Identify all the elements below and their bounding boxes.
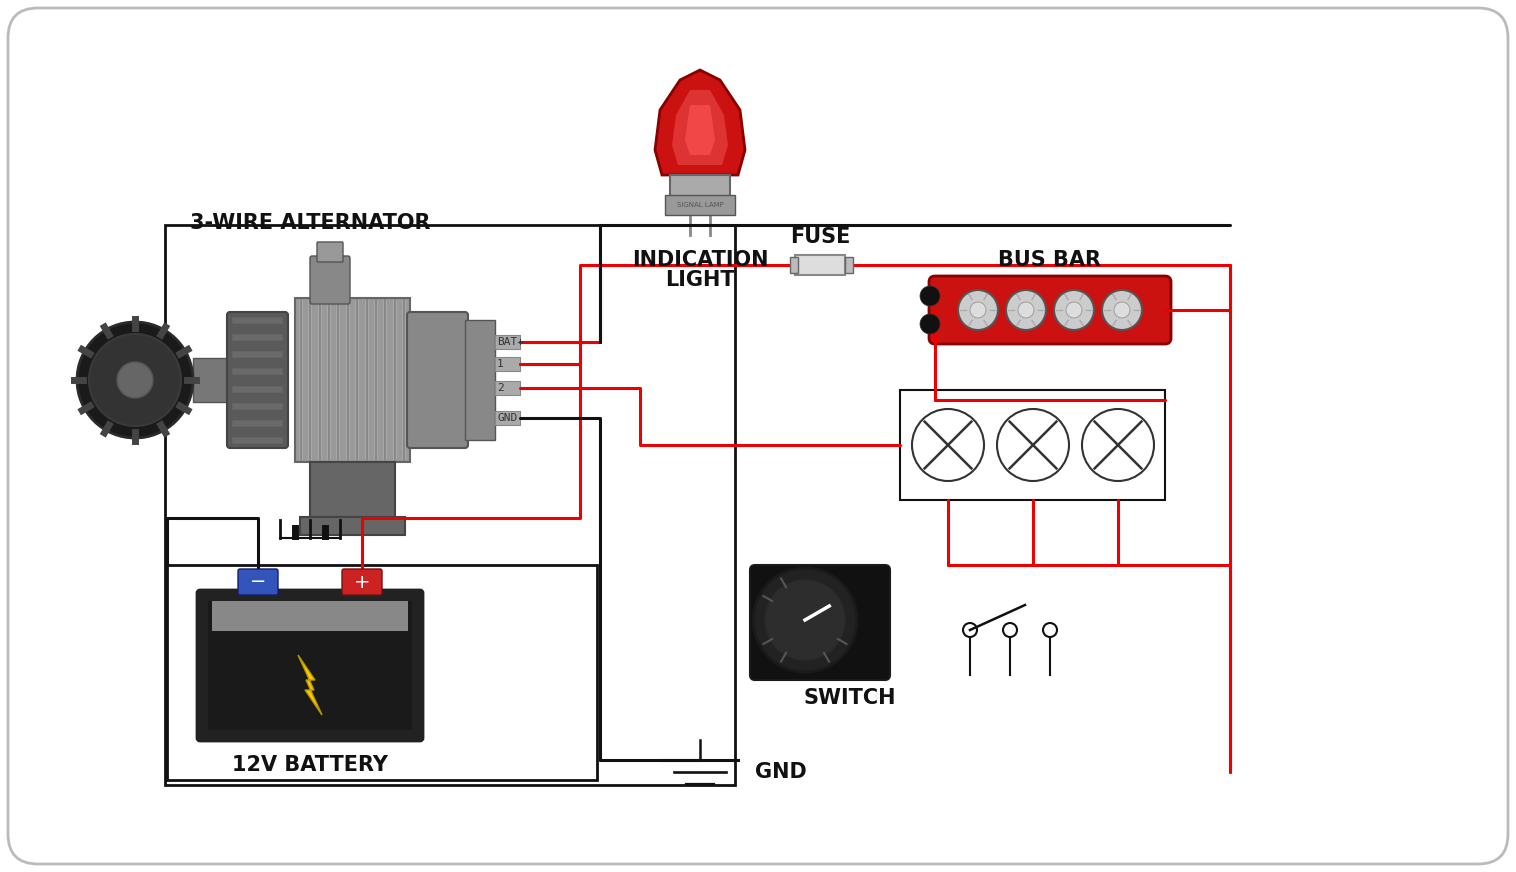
- FancyBboxPatch shape: [343, 569, 382, 595]
- FancyBboxPatch shape: [465, 320, 496, 440]
- Circle shape: [1019, 302, 1034, 318]
- FancyBboxPatch shape: [355, 300, 359, 460]
- Circle shape: [1066, 302, 1082, 318]
- FancyBboxPatch shape: [346, 300, 350, 460]
- Circle shape: [766, 580, 844, 660]
- FancyBboxPatch shape: [393, 300, 397, 460]
- Text: LIGHT: LIGHT: [666, 270, 735, 290]
- FancyBboxPatch shape: [208, 601, 412, 730]
- Polygon shape: [685, 105, 716, 155]
- FancyBboxPatch shape: [384, 300, 387, 460]
- Circle shape: [1114, 302, 1129, 318]
- FancyBboxPatch shape: [212, 601, 408, 631]
- Text: GND: GND: [755, 762, 807, 782]
- Circle shape: [117, 362, 153, 398]
- FancyBboxPatch shape: [337, 300, 341, 460]
- FancyBboxPatch shape: [364, 300, 368, 460]
- FancyBboxPatch shape: [406, 312, 468, 448]
- FancyBboxPatch shape: [402, 300, 406, 460]
- FancyBboxPatch shape: [232, 317, 282, 323]
- Circle shape: [920, 314, 940, 334]
- Text: GND: GND: [497, 413, 517, 423]
- FancyBboxPatch shape: [299, 300, 303, 460]
- FancyBboxPatch shape: [750, 565, 890, 680]
- Text: 2: 2: [497, 383, 503, 393]
- Circle shape: [1007, 290, 1046, 330]
- FancyBboxPatch shape: [232, 437, 282, 443]
- Text: SWITCH: SWITCH: [803, 688, 896, 708]
- Circle shape: [958, 290, 998, 330]
- FancyBboxPatch shape: [790, 257, 797, 273]
- FancyBboxPatch shape: [232, 334, 282, 340]
- FancyBboxPatch shape: [844, 257, 854, 273]
- FancyBboxPatch shape: [308, 300, 312, 460]
- Circle shape: [1004, 623, 1017, 637]
- Circle shape: [1082, 409, 1154, 481]
- FancyBboxPatch shape: [496, 335, 520, 349]
- FancyBboxPatch shape: [309, 462, 396, 517]
- Text: 3-WIRE ALTERNATOR: 3-WIRE ALTERNATOR: [190, 213, 431, 233]
- FancyBboxPatch shape: [929, 276, 1170, 344]
- FancyBboxPatch shape: [318, 300, 321, 460]
- FancyBboxPatch shape: [232, 369, 282, 374]
- Text: −: −: [250, 573, 267, 591]
- Circle shape: [1102, 290, 1142, 330]
- FancyBboxPatch shape: [232, 403, 282, 409]
- FancyBboxPatch shape: [232, 385, 282, 392]
- FancyBboxPatch shape: [309, 256, 350, 304]
- FancyBboxPatch shape: [227, 312, 288, 448]
- Circle shape: [963, 623, 976, 637]
- Polygon shape: [672, 90, 728, 165]
- FancyBboxPatch shape: [496, 411, 520, 425]
- Circle shape: [1054, 290, 1095, 330]
- FancyBboxPatch shape: [496, 381, 520, 395]
- FancyBboxPatch shape: [238, 569, 277, 595]
- Text: SIGNAL LAMP: SIGNAL LAMP: [676, 202, 723, 208]
- FancyBboxPatch shape: [666, 195, 735, 215]
- Circle shape: [913, 409, 984, 481]
- FancyBboxPatch shape: [317, 242, 343, 262]
- FancyBboxPatch shape: [8, 8, 1508, 864]
- Text: BUS BAR: BUS BAR: [999, 250, 1102, 270]
- FancyBboxPatch shape: [232, 419, 282, 426]
- Circle shape: [77, 322, 193, 438]
- FancyBboxPatch shape: [232, 351, 282, 358]
- FancyBboxPatch shape: [193, 358, 227, 402]
- Circle shape: [753, 568, 857, 672]
- FancyBboxPatch shape: [327, 300, 330, 460]
- FancyBboxPatch shape: [901, 390, 1164, 500]
- Text: FUSE: FUSE: [790, 227, 850, 247]
- Circle shape: [1043, 623, 1057, 637]
- FancyBboxPatch shape: [197, 590, 423, 741]
- Text: +: +: [353, 573, 370, 591]
- FancyBboxPatch shape: [794, 255, 844, 275]
- Circle shape: [998, 409, 1069, 481]
- FancyBboxPatch shape: [374, 300, 377, 460]
- Text: INDICATION: INDICATION: [632, 250, 769, 270]
- Text: BAT+: BAT+: [497, 337, 525, 347]
- Polygon shape: [300, 517, 405, 535]
- Text: 12V BATTERY: 12V BATTERY: [232, 755, 388, 775]
- Polygon shape: [299, 655, 321, 715]
- Text: 1: 1: [497, 359, 503, 369]
- Circle shape: [89, 334, 180, 426]
- Circle shape: [970, 302, 985, 318]
- FancyBboxPatch shape: [670, 175, 731, 210]
- Polygon shape: [655, 70, 744, 175]
- FancyBboxPatch shape: [496, 357, 520, 371]
- FancyBboxPatch shape: [296, 298, 409, 462]
- Circle shape: [920, 286, 940, 306]
